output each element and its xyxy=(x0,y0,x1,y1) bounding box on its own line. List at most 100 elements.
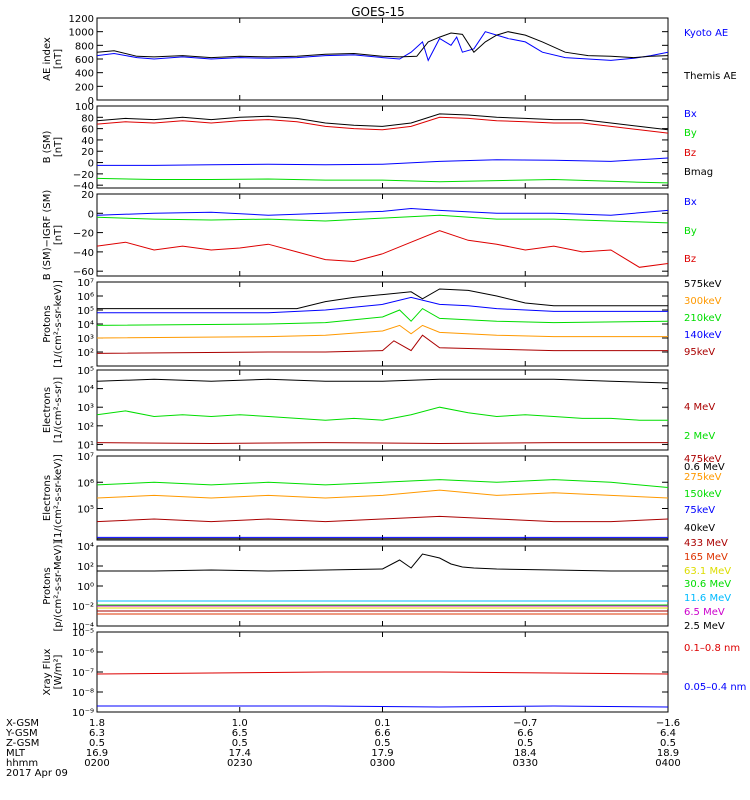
y-tick-label: 800 xyxy=(75,41,94,52)
legend-label: Themis AE xyxy=(683,71,737,82)
series-line xyxy=(97,479,668,488)
series-line xyxy=(97,406,668,421)
y-tick-label: 10² xyxy=(77,348,94,359)
y-tick-label: 10⁷ xyxy=(77,452,94,463)
series-line xyxy=(97,230,668,268)
y-axis-label: [nT] xyxy=(53,225,64,245)
xaxis-row-value: 16.9 xyxy=(86,748,108,759)
legend-label: 275keV xyxy=(684,472,722,483)
series-line xyxy=(97,442,668,445)
series-line xyxy=(97,324,668,339)
legend-label: 575keV xyxy=(684,279,722,290)
xaxis-row-value: 0.5 xyxy=(517,738,533,749)
y-tick-label: 10⁻⁷ xyxy=(72,668,94,679)
xaxis-row-value: 0300 xyxy=(370,758,395,769)
series-line xyxy=(97,207,668,216)
xaxis-row-value: −0.7 xyxy=(513,718,537,729)
y-axis-label: [nT] xyxy=(53,49,64,69)
legend-label: 6.5 MeV xyxy=(684,607,725,618)
y-tick-label: 10⁵ xyxy=(77,306,94,317)
panel-frame xyxy=(96,193,669,277)
legend-label: 4 MeV xyxy=(684,402,715,413)
series-line xyxy=(97,489,668,499)
legend-label: Kyoto AE xyxy=(684,28,728,39)
xaxis-row-value: 6.5 xyxy=(232,728,248,739)
legend-label: By xyxy=(684,128,697,139)
y-tick-label: 10⁵ xyxy=(77,366,94,377)
y-tick-label: −20 xyxy=(73,170,94,181)
y-tick-label: 10⁴ xyxy=(77,320,94,331)
y-tick-label: 20 xyxy=(81,190,94,201)
y-tick-label: 20 xyxy=(81,147,94,158)
xaxis-row-value: 0330 xyxy=(513,758,538,769)
panel-5: 10¹ 10² 10³ 10⁴ 10⁵ Electrons [1/(cm²-s-sr)] 4 … xyxy=(42,366,725,473)
xaxis-row-value: 0.5 xyxy=(89,738,105,749)
y-tick-label: 0 xyxy=(88,96,94,107)
xaxis-row-value: 18.9 xyxy=(657,748,679,759)
panel-frame xyxy=(96,455,669,541)
legend-label: 63.1 MeV xyxy=(684,566,731,577)
y-tick-label: 10⁶ xyxy=(77,292,94,303)
legend-label: 140keV xyxy=(684,330,722,341)
panel-1: 0 200 400 600 800 1000 1200 AE index [nT] Kyoto A… xyxy=(42,14,737,107)
legend-label: 165 MeV xyxy=(684,552,728,563)
series-line xyxy=(97,288,668,310)
xaxis-row-value: 0.1 xyxy=(375,718,391,729)
y-tick-label: 10⁻⁸ xyxy=(72,688,94,699)
y-axis-label: AE index xyxy=(42,37,53,81)
xaxis-row-value: 6.3 xyxy=(89,728,105,739)
y-tick-label: 10⁴ xyxy=(77,385,94,396)
y-tick-label: 10² xyxy=(77,422,94,433)
legend-label: 30.6 MeV xyxy=(684,579,731,590)
y-tick-label: 200 xyxy=(75,82,94,93)
y-tick-label: 0 xyxy=(88,159,94,170)
legend-label: 210keV xyxy=(684,313,722,324)
series-line xyxy=(97,378,668,384)
y-tick-label: 10⁰ xyxy=(77,582,94,593)
xaxis-row-value: 0.5 xyxy=(660,738,676,749)
series-line xyxy=(97,31,668,59)
y-tick-label: 10⁻⁵ xyxy=(72,628,94,639)
xaxis-row-value: 0.5 xyxy=(375,738,391,749)
y-axis-label: Protons xyxy=(42,305,53,342)
y-axis-label: [1/(cm²-s-sr-keV)] xyxy=(53,280,64,368)
y-tick-label: 10³ xyxy=(77,334,94,345)
y-tick-label: 80 xyxy=(81,113,94,124)
y-tick-label: 0 xyxy=(88,209,94,220)
legend-label: 433 MeV xyxy=(684,538,728,549)
panel-frame xyxy=(96,105,669,189)
legend-label: 40keV xyxy=(684,523,715,534)
series-line xyxy=(97,515,668,523)
series-line xyxy=(97,296,668,314)
xaxis-row-value: 0.5 xyxy=(232,738,248,749)
series-line xyxy=(97,334,668,354)
legend-label: 11.6 MeV xyxy=(684,593,731,604)
y-axis-label: Electrons xyxy=(42,387,53,433)
y-tick-label: −20 xyxy=(73,229,94,240)
legend-label: Bz xyxy=(684,254,696,265)
figure-title: GOES-15 xyxy=(351,5,405,19)
y-tick-label: 400 xyxy=(75,69,94,80)
legend-label: 0.6 MeV xyxy=(684,462,725,473)
y-axis-label: B (SM) xyxy=(42,130,53,163)
y-tick-label: 1000 xyxy=(69,28,94,39)
y-tick-label: 10⁵ xyxy=(77,505,94,516)
y-tick-label: 100 xyxy=(75,102,94,113)
legend-label: 150keV xyxy=(684,489,722,500)
panel-3: −60 −40 −20 0 20 B (SM)−IGRF (SM) [nT] Bx By Bz xyxy=(42,190,697,281)
series-line xyxy=(97,157,668,166)
series-line xyxy=(97,705,668,708)
y-tick-label: 10⁻⁶ xyxy=(72,648,94,659)
series-line xyxy=(97,113,668,131)
xaxis-row-value: 6.6 xyxy=(517,728,533,739)
panel-4: 10² 10³ 10⁴ 10⁵ 10⁶ 10⁷ Protons [1/(cm²-s-sr-ke… xyxy=(42,278,722,368)
panel-7: 10⁻⁴ 10⁻² 10⁰ 10² 10⁴ Protons [p/(cm²-s-sr-MeV… xyxy=(42,538,731,633)
legend-label: By xyxy=(684,226,697,237)
y-tick-label: 1200 xyxy=(69,14,94,25)
series-line xyxy=(97,671,668,675)
y-axis-label: Xray Flux xyxy=(42,648,53,695)
y-axis-label: [p/(cm²-s-sr-MeV)] xyxy=(53,540,64,631)
legend-label: 75keV xyxy=(684,505,715,516)
legend-label: 300keV xyxy=(684,296,722,307)
